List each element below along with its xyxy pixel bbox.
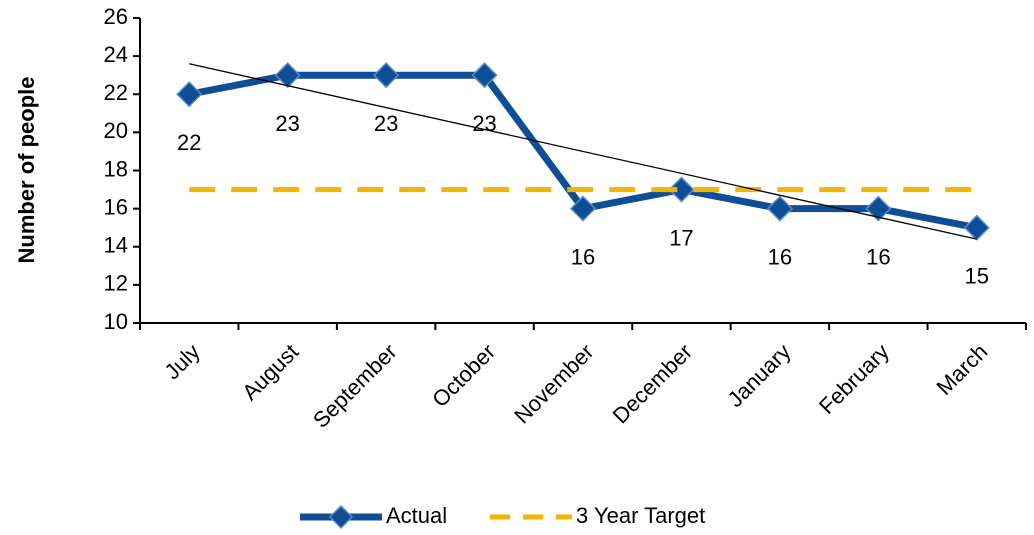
data-label: 16: [571, 244, 595, 269]
x-tick-label: September: [308, 339, 402, 433]
data-label: 23: [374, 111, 398, 136]
y-tick-label: 14: [104, 233, 128, 258]
data-label: 22: [177, 130, 201, 155]
legend-label: 3 Year Target: [576, 503, 705, 528]
y-tick-label: 10: [104, 309, 128, 334]
y-tick-label: 26: [104, 4, 128, 29]
x-tick-label: February: [814, 339, 894, 419]
marker: [569, 195, 597, 222]
y-tick-label: 12: [104, 271, 128, 296]
x-tick-label: July: [160, 339, 205, 384]
data-label: 15: [965, 264, 989, 289]
marker: [963, 214, 990, 241]
x-tick-label: August: [237, 339, 303, 405]
x-tick-label: December: [608, 339, 697, 428]
x-tick-label: October: [427, 339, 500, 412]
marker: [274, 62, 301, 89]
y-tick-label: 22: [104, 80, 128, 105]
marker: [471, 62, 498, 89]
x-tick-label: January: [723, 339, 796, 412]
y-tick-label: 16: [104, 194, 128, 219]
marker: [176, 81, 203, 108]
data-label: 17: [669, 225, 693, 250]
trendline: [189, 63, 977, 240]
data-label: 16: [768, 244, 792, 269]
data-label: 16: [866, 244, 890, 269]
data-label: 23: [472, 111, 496, 136]
y-tick-label: 18: [104, 156, 128, 181]
marker: [373, 62, 400, 89]
marker: [766, 195, 793, 222]
y-tick-label: 24: [104, 42, 128, 67]
legend-label: Actual: [386, 503, 447, 528]
y-axis-label: Number of people: [14, 76, 39, 263]
x-tick-label: March: [932, 339, 993, 400]
marker: [668, 176, 695, 203]
x-tick-label: November: [509, 339, 598, 428]
marker: [865, 195, 892, 222]
legend-marker: [328, 504, 354, 530]
data-label: 23: [275, 111, 299, 136]
y-tick-label: 20: [104, 118, 128, 143]
